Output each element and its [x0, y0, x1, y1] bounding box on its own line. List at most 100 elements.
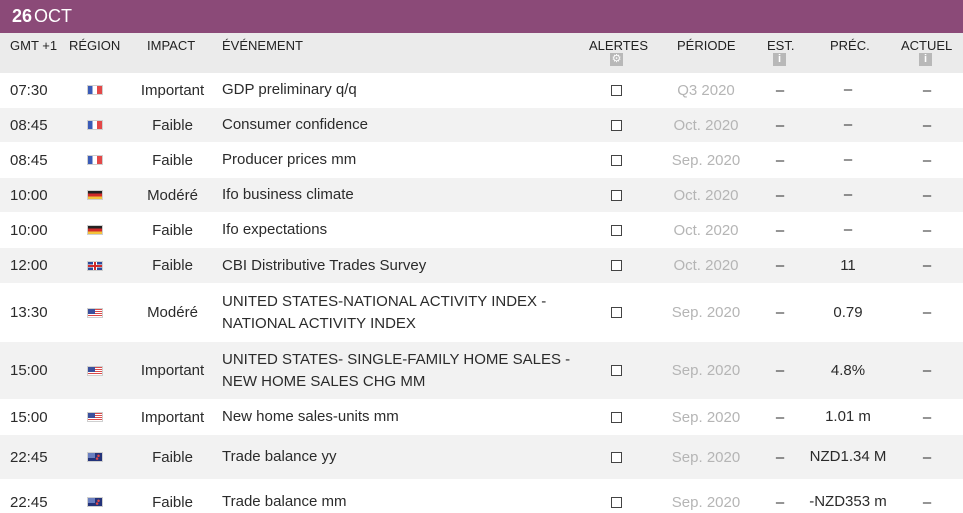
- alert-cell: [608, 342, 624, 399]
- table-row[interactable]: 12:00 Faible CBI Distributive Trades Surve…: [0, 248, 963, 284]
- event-impact: Important: [140, 408, 205, 426]
- alert-checkbox[interactable]: [610, 496, 622, 508]
- region-flag: [87, 248, 107, 283]
- table-row[interactable]: 22:45 Faible Trade balance mm Sep. 2020 – -NZ…: [0, 480, 963, 513]
- table-row[interactable]: 15:00 Important New home sales-units mm Sep…: [0, 400, 963, 435]
- alert-checkbox[interactable]: [610, 307, 622, 318]
- event-period: Sep. 2020: [671, 408, 741, 426]
- alert-cell: [608, 284, 624, 341]
- event-actual: –: [922, 151, 932, 169]
- event-name[interactable]: Consumer confidence: [222, 116, 368, 133]
- gear-icon[interactable]: ⚙: [610, 53, 623, 66]
- alert-cell: [608, 435, 624, 479]
- event-estimate: –: [775, 257, 785, 274]
- event-period: Oct. 2020: [673, 257, 739, 274]
- table-row[interactable]: 10:00 Modéré Ifo business climate Oct. 2020…: [0, 178, 963, 213]
- event-previous: –: [843, 221, 853, 238]
- event-actual: –: [922, 493, 932, 511]
- region-flag: [87, 400, 107, 434]
- event-estimate: –: [775, 362, 785, 379]
- header-period: PÉRIODE: [677, 38, 736, 53]
- event-estimate: –: [775, 186, 785, 204]
- event-impact: Faible: [152, 448, 193, 466]
- region-flag: [87, 213, 107, 247]
- event-estimate: –: [775, 116, 785, 134]
- event-name[interactable]: Trade balance mm: [222, 493, 347, 510]
- alert-cell: [608, 400, 624, 434]
- event-name[interactable]: UNITED STATES- SINGLE-FAMILY HOME SALES …: [222, 350, 571, 390]
- region-flag: [87, 143, 107, 177]
- alert-checkbox[interactable]: [610, 260, 622, 271]
- event-period: Q3 2020: [677, 81, 735, 99]
- table-row[interactable]: 10:00 Faible Ifo expectations Oct. 2020 – – –: [0, 213, 963, 248]
- region-flag: [87, 284, 107, 341]
- event-period: Oct. 2020: [673, 221, 739, 239]
- table-row[interactable]: 08:45 Faible Producer prices mm Sep. 2020 – –…: [0, 143, 963, 178]
- table-row[interactable]: 08:45 Faible Consumer confidence Oct. 2020 –…: [0, 108, 963, 143]
- alert-checkbox[interactable]: [610, 411, 622, 423]
- event-previous: 1.01 m: [825, 408, 871, 425]
- alert-checkbox[interactable]: [610, 154, 622, 166]
- event-name[interactable]: UNITED STATES-NATIONAL ACTIVITY INDEX - …: [222, 292, 547, 332]
- header-prev: PRÉC.: [830, 38, 870, 53]
- table-row[interactable]: 07:30 Important GDP preliminary q/q Q3 2020…: [0, 73, 963, 108]
- header-alerts: ALERTES: [589, 38, 649, 53]
- alert-cell: [608, 213, 624, 247]
- event-estimate: –: [775, 151, 785, 169]
- alert-checkbox[interactable]: [610, 84, 622, 96]
- alert-checkbox[interactable]: [610, 224, 622, 236]
- flag-gb-icon: [87, 260, 103, 271]
- info-icon[interactable]: i: [919, 53, 932, 66]
- event-impact: Faible: [152, 493, 193, 511]
- event-actual: –: [922, 81, 932, 99]
- alert-cell: [608, 73, 624, 107]
- alert-cell: [608, 143, 624, 177]
- flag-fr-icon: [87, 155, 103, 165]
- event-actual: –: [922, 257, 932, 274]
- event-estimate: –: [775, 304, 785, 321]
- event-period: Oct. 2020: [673, 116, 739, 134]
- event-time: 08:45: [10, 151, 48, 169]
- event-name[interactable]: Producer prices mm: [222, 151, 357, 168]
- alert-cell: [608, 248, 624, 283]
- table-row[interactable]: 15:00 Important UNITED STATES- SINGLE-FAMI…: [0, 342, 963, 400]
- info-icon[interactable]: i: [773, 53, 786, 66]
- event-estimate: –: [775, 221, 785, 239]
- region-flag: [87, 73, 107, 107]
- table-row[interactable]: 22:45 Faible Trade balance yy Sep. 2020 – NZD…: [0, 435, 963, 480]
- event-previous: –: [843, 81, 853, 98]
- event-name[interactable]: Ifo business climate: [222, 186, 354, 203]
- alert-cell: [608, 108, 624, 142]
- alert-checkbox[interactable]: [610, 119, 622, 131]
- event-name[interactable]: CBI Distributive Trades Survey: [222, 256, 427, 274]
- event-actual: –: [922, 408, 932, 426]
- event-name[interactable]: Ifo expectations: [222, 221, 328, 238]
- date-day: 26: [12, 6, 33, 26]
- alert-checkbox[interactable]: [610, 365, 622, 376]
- flag-us-icon: [87, 412, 103, 422]
- table-header: GMT +1 RÉGION IMPACT ÉVÉNEMENT ALERTES ⚙…: [0, 33, 963, 73]
- region-flag: [87, 178, 107, 212]
- flag-fr-icon: [87, 120, 103, 130]
- event-previous: –: [843, 186, 853, 203]
- event-period: Sep. 2020: [671, 151, 741, 169]
- flag-fr-icon: [87, 85, 103, 95]
- flag-us-icon: [87, 365, 103, 376]
- event-impact: Faible: [152, 116, 193, 134]
- event-time: 07:30: [10, 81, 48, 99]
- event-impact: Faible: [152, 257, 193, 274]
- table-row[interactable]: 13:30 Modéré UNITED STATES-NATIONAL ACTIVI…: [0, 284, 963, 342]
- alert-checkbox[interactable]: [610, 451, 622, 463]
- event-previous: NZD1.34 M: [809, 448, 887, 465]
- event-name[interactable]: GDP preliminary q/q: [222, 81, 357, 98]
- event-actual: –: [922, 116, 932, 134]
- event-name[interactable]: Trade balance yy: [222, 448, 337, 465]
- header-est: EST.: [767, 38, 795, 53]
- event-period: Oct. 2020: [673, 186, 739, 204]
- event-name[interactable]: New home sales-units mm: [222, 408, 399, 425]
- event-time: 10:00: [10, 186, 48, 204]
- event-estimate: –: [775, 493, 785, 511]
- header-actual: ACTUEL: [901, 38, 953, 53]
- alert-checkbox[interactable]: [610, 189, 622, 201]
